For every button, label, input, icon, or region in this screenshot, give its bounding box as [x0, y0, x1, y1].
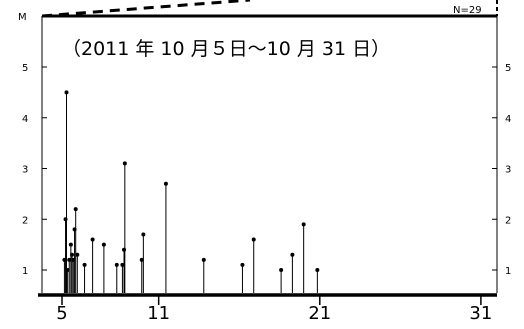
data-point	[201, 257, 206, 262]
y-axis-label: M	[18, 12, 27, 23]
x-ticks: 5 11 21 31	[56, 295, 492, 324]
chart-title: （2011 年 10 月５日～10 月 31 日）	[62, 38, 390, 60]
data-point	[65, 268, 70, 272]
data-point	[301, 222, 306, 227]
y-tick-label-right: 1	[505, 266, 511, 277]
data-point	[290, 252, 295, 257]
data-point	[122, 161, 127, 166]
data-point	[73, 207, 78, 212]
data-point	[163, 181, 168, 186]
data-point	[67, 257, 72, 262]
data-point	[75, 252, 80, 257]
data-point	[90, 237, 95, 242]
y-tick-label-left: 2	[22, 215, 28, 226]
count-label: N=29	[453, 5, 482, 16]
x-tick-label: 11	[147, 303, 170, 324]
data-point	[68, 242, 73, 247]
data-point	[279, 268, 284, 272]
data-point	[139, 257, 144, 262]
data-point	[240, 262, 245, 267]
frame-dashed-top	[41, 0, 251, 18]
y-tick-label-right: 4	[505, 114, 511, 125]
data-point	[120, 262, 125, 267]
data-point	[251, 237, 256, 242]
x-tick-label: 5	[56, 303, 67, 324]
y-tick-label-right: 3	[505, 165, 511, 176]
x-tick-label: 31	[469, 303, 492, 324]
y-tick-label-left: 5	[22, 63, 28, 74]
data-point	[101, 242, 106, 247]
y-tick-label-right: 2	[505, 215, 511, 226]
data-point	[82, 262, 87, 267]
data-point	[141, 232, 146, 237]
chart-frame	[38, 0, 498, 297]
data-point	[122, 247, 127, 252]
data-point	[64, 90, 69, 95]
data-point	[315, 268, 320, 272]
y-tick-label-right: 5	[505, 63, 511, 74]
x-tick-label: 21	[308, 303, 331, 324]
y-tick-label-left: 1	[22, 266, 28, 277]
data-point	[114, 262, 119, 267]
data-stems	[62, 90, 320, 293]
y-ticks: 1 1 2 2 3 3 4 4 5 5	[22, 63, 511, 277]
y-tick-label-left: 3	[22, 165, 28, 176]
data-point	[69, 252, 74, 257]
y-tick-label-left: 4	[22, 114, 28, 125]
